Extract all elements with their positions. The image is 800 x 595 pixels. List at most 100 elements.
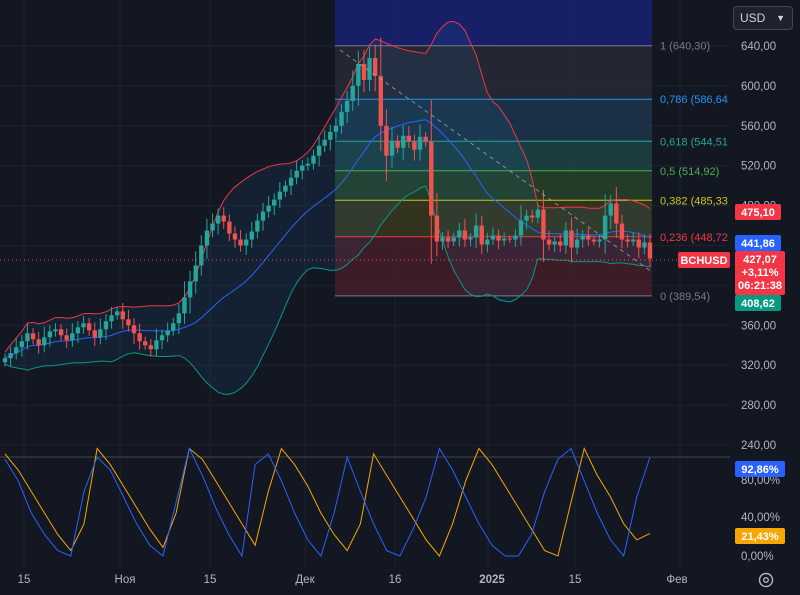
candle bbox=[238, 230, 243, 252]
candle bbox=[109, 306, 114, 329]
candle bbox=[30, 328, 36, 345]
candle-body bbox=[305, 163, 311, 166]
candle-body bbox=[513, 235, 518, 240]
time-tick-label: Фев bbox=[666, 574, 687, 586]
candle bbox=[417, 124, 423, 161]
last-price-badge-text: +3,11% bbox=[741, 267, 778, 279]
candle-body bbox=[199, 245, 204, 266]
gear-icon[interactable] bbox=[757, 571, 775, 589]
candle bbox=[2, 353, 8, 367]
candle-body bbox=[187, 281, 193, 298]
candle bbox=[266, 196, 271, 218]
candle bbox=[619, 214, 625, 249]
candle-body bbox=[204, 230, 210, 246]
candle bbox=[513, 229, 518, 247]
candle bbox=[92, 322, 97, 347]
candle-body bbox=[389, 140, 395, 156]
candle bbox=[401, 125, 406, 160]
candle-body bbox=[36, 339, 41, 346]
candle bbox=[154, 328, 159, 357]
candle bbox=[339, 103, 344, 134]
candle-body bbox=[53, 329, 58, 332]
candle bbox=[300, 159, 305, 180]
bb-lower-badge-bg bbox=[735, 295, 781, 311]
candle bbox=[445, 230, 451, 248]
candle-body bbox=[541, 209, 546, 240]
candle-body bbox=[339, 111, 344, 126]
candle bbox=[524, 209, 529, 230]
candle bbox=[350, 70, 355, 111]
candle-body bbox=[630, 239, 636, 242]
candle bbox=[58, 324, 64, 341]
candle-body bbox=[120, 311, 125, 320]
bb-lower-badge: 408,62 bbox=[735, 295, 781, 311]
candle bbox=[518, 205, 524, 246]
candle-body bbox=[272, 199, 277, 206]
candle-body bbox=[485, 239, 490, 245]
osc-orange-badge-text: 21,43% bbox=[741, 531, 779, 543]
candle-body bbox=[131, 325, 137, 334]
fib-level-label: 0,786 (586,64 bbox=[660, 94, 728, 106]
candle-body bbox=[114, 311, 120, 316]
candle bbox=[367, 47, 372, 91]
candle bbox=[541, 190, 546, 262]
bb-basis-badge-text: 441,86 bbox=[741, 238, 775, 250]
oscillator-pane[interactable] bbox=[4, 447, 651, 558]
candle-body bbox=[232, 233, 238, 240]
candle bbox=[552, 236, 557, 252]
osc-tick-label: 80,00% bbox=[741, 475, 780, 487]
candle-body bbox=[249, 231, 254, 240]
bb-basis-badge: 441,86 bbox=[735, 235, 781, 251]
candle-body bbox=[176, 313, 182, 324]
candle-body bbox=[92, 330, 97, 338]
candle bbox=[406, 126, 412, 148]
candle bbox=[210, 213, 215, 238]
candle bbox=[322, 130, 327, 152]
candle bbox=[25, 323, 30, 350]
candle bbox=[143, 336, 148, 350]
candle-body bbox=[401, 135, 406, 148]
candle-body bbox=[445, 237, 451, 242]
candle-body bbox=[75, 327, 81, 334]
candle-body bbox=[109, 315, 114, 322]
candle-body bbox=[546, 239, 552, 245]
candle-body bbox=[412, 141, 417, 150]
candle bbox=[580, 230, 585, 248]
bb-upper-badge: 475,10 bbox=[735, 204, 781, 220]
osc-orange-badge: 21,43% bbox=[735, 528, 785, 544]
price-badges: 475,10 441,86 BCHUSD 427,07+3,11%06:21:38 40… bbox=[678, 204, 785, 544]
candle bbox=[255, 213, 260, 239]
candle-body bbox=[70, 333, 75, 341]
fib-level-label: 0,618 (544,51 bbox=[660, 136, 728, 148]
candle bbox=[378, 37, 383, 152]
candle bbox=[148, 338, 154, 357]
candle bbox=[193, 251, 198, 294]
candle bbox=[412, 134, 417, 161]
price-tick-label: 240,00 bbox=[741, 440, 776, 452]
candle-body bbox=[19, 341, 25, 348]
candle bbox=[294, 160, 299, 185]
candle-body bbox=[311, 155, 316, 164]
candle bbox=[479, 215, 484, 255]
currency-selector[interactable]: USD ▼ bbox=[733, 6, 793, 30]
candle-body bbox=[367, 57, 372, 80]
candlestick-series[interactable] bbox=[2, 37, 653, 367]
candle-body bbox=[608, 203, 613, 216]
bb-upper-badge-bg bbox=[735, 204, 781, 220]
candle-body bbox=[148, 345, 154, 350]
candle-body bbox=[165, 330, 170, 336]
oscillator-axis[interactable]: 80,00% 40,00% 0,00% bbox=[741, 475, 780, 563]
candle bbox=[642, 234, 647, 255]
candle-body bbox=[8, 353, 13, 359]
candle-body bbox=[647, 242, 653, 259]
candle bbox=[434, 192, 440, 257]
candle-body bbox=[316, 145, 322, 156]
candle-body bbox=[64, 335, 69, 341]
candle bbox=[165, 322, 170, 343]
candle-body bbox=[429, 141, 434, 216]
candle bbox=[457, 222, 462, 247]
candle-body bbox=[159, 335, 165, 341]
candle bbox=[64, 328, 69, 349]
time-axis[interactable]: 15 Ноя 15 Дек 16 2025 15 Фев bbox=[18, 574, 688, 586]
